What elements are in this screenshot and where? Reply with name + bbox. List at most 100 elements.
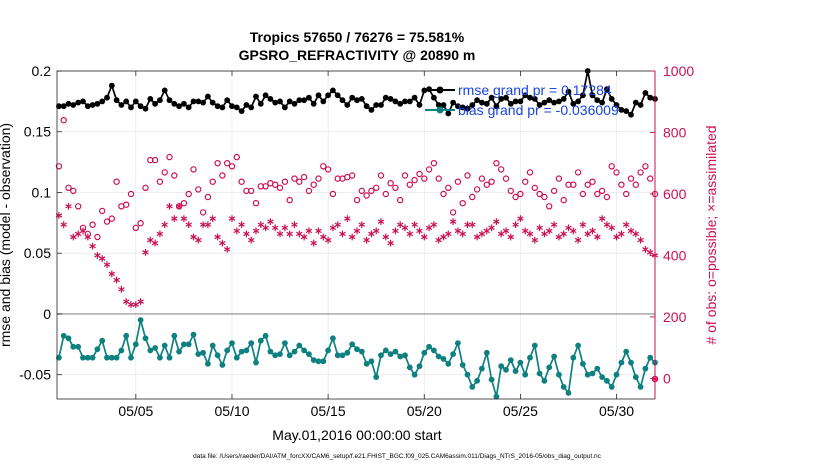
rmse-point: [507, 100, 514, 107]
assimilated-obs-marker: [113, 276, 120, 284]
asterisk-stroke: [546, 228, 553, 234]
bias-point: [171, 332, 178, 339]
possible-obs-marker: [272, 181, 279, 188]
possible-obs-marker: [156, 178, 164, 185]
assimilated-obs-marker: [406, 230, 414, 238]
rmse-point: [325, 92, 331, 99]
bias-point: [411, 371, 418, 378]
rmse-point: [60, 103, 67, 110]
asterisk-stroke: [560, 231, 567, 237]
assimilated-obs-marker: [252, 227, 260, 235]
asterisk-stroke: [70, 234, 77, 240]
bias-point: [334, 352, 341, 359]
bias-point: [416, 363, 423, 370]
assimilated-obs-marker: [589, 227, 596, 235]
possible-obs-marker: [579, 190, 587, 198]
asterisk-stroke: [430, 222, 438, 227]
rmse-point: [464, 105, 471, 112]
asterisk-stroke: [272, 225, 279, 231]
rmse-point: [344, 102, 351, 108]
axis-ticks: 05/05 05/10 05/15 05/20 05/25 05/30 -0.05 0 0.05…: [19, 63, 694, 419]
asterisk-stroke: [108, 271, 116, 277]
asterisk-stroke: [286, 231, 293, 237]
assimilated-obs-marker: [195, 236, 202, 244]
asterisk-stroke: [79, 228, 87, 234]
bias-point: [594, 365, 601, 372]
rmse-point: [354, 97, 360, 104]
bias-point: [243, 347, 250, 354]
asterisk-stroke: [142, 250, 149, 255]
assimilated-obs-marker: [65, 202, 72, 210]
rmse-point: [479, 99, 485, 106]
asterisk-stroke: [185, 222, 192, 227]
y-tick-label-left: 0.1: [32, 184, 52, 200]
rmse-point: [416, 102, 423, 108]
assimilated-obs-marker: [372, 227, 380, 235]
possible-obs-marker: [459, 199, 466, 207]
asterisk-stroke: [190, 234, 197, 240]
assimilated-obs-marker: [382, 233, 390, 241]
rmse-point: [469, 102, 476, 108]
rmse-point: [642, 90, 649, 96]
bias-point: [387, 351, 394, 357]
assimilated-obs-marker: [507, 233, 514, 241]
possible-obs-marker: [89, 221, 96, 228]
asterisk-stroke: [488, 225, 495, 231]
bias-point: [344, 349, 351, 356]
possible-obs-marker: [195, 186, 202, 193]
assimilated-obs-marker: [517, 215, 524, 222]
bias-point: [229, 340, 235, 346]
bias-point: [185, 341, 192, 348]
assimilated-obs-marker: [262, 224, 269, 232]
asterisk-stroke: [392, 228, 399, 234]
bias-point: [493, 393, 500, 400]
assimilated-obs-marker: [103, 261, 111, 269]
assimilated-obs-marker: [469, 221, 476, 229]
possible-obs-marker: [233, 153, 240, 161]
assimilated-obs-marker: [166, 202, 173, 210]
asterisk-stroke: [339, 231, 346, 237]
rmse-point: [349, 94, 356, 101]
possible-obs-marker: [262, 183, 269, 190]
asterisk-stroke: [425, 225, 433, 231]
y-axis-label-right: # of obs: o=possible; ×=assimilated: [703, 125, 719, 344]
asterisk-stroke: [329, 225, 337, 231]
asterisk-stroke: [305, 228, 313, 234]
asterisk-stroke: [156, 231, 164, 237]
asterisk-stroke: [603, 222, 611, 227]
rmse-point: [397, 100, 404, 107]
asterisk-stroke: [257, 222, 265, 227]
asterisk-stroke: [642, 247, 649, 252]
asterisk-stroke: [522, 228, 529, 234]
asterisk-stroke: [209, 216, 216, 221]
assimilated-obs-marker: [584, 230, 591, 238]
assimilated-obs-marker: [594, 233, 601, 241]
possible-obs-marker: [228, 163, 236, 170]
possible-obs-marker: [570, 181, 577, 188]
possible-obs-marker: [310, 181, 317, 188]
rmse-point: [65, 100, 72, 107]
bias-point: [262, 332, 269, 339]
asterisk-stroke: [493, 219, 500, 224]
rmse-point: [291, 100, 298, 107]
rmse-point: [589, 92, 596, 99]
assimilated-obs-marker: [89, 242, 96, 250]
possible-obs-marker: [416, 170, 423, 178]
possible-obs-marker: [478, 175, 486, 182]
bias-point: [464, 371, 471, 378]
assimilated-obs-marker: [416, 227, 423, 235]
assimilated-obs-marker: [445, 230, 452, 238]
assimilated-obs-marker: [320, 233, 327, 241]
bias-point: [580, 360, 586, 367]
asterisk-stroke: [123, 299, 130, 304]
bias-point: [604, 377, 610, 384]
assimilated-obs-marker: [348, 233, 356, 241]
rmse-point: [503, 94, 509, 101]
asterisk-stroke: [65, 204, 72, 209]
possible-obs-marker: [584, 181, 591, 188]
bias-point: [320, 358, 327, 365]
assimilated-obs-marker: [598, 215, 606, 222]
assimilated-obs-marker: [243, 230, 250, 238]
assimilated-obs-marker: [646, 249, 654, 256]
possible-obs-marker: [574, 169, 582, 176]
